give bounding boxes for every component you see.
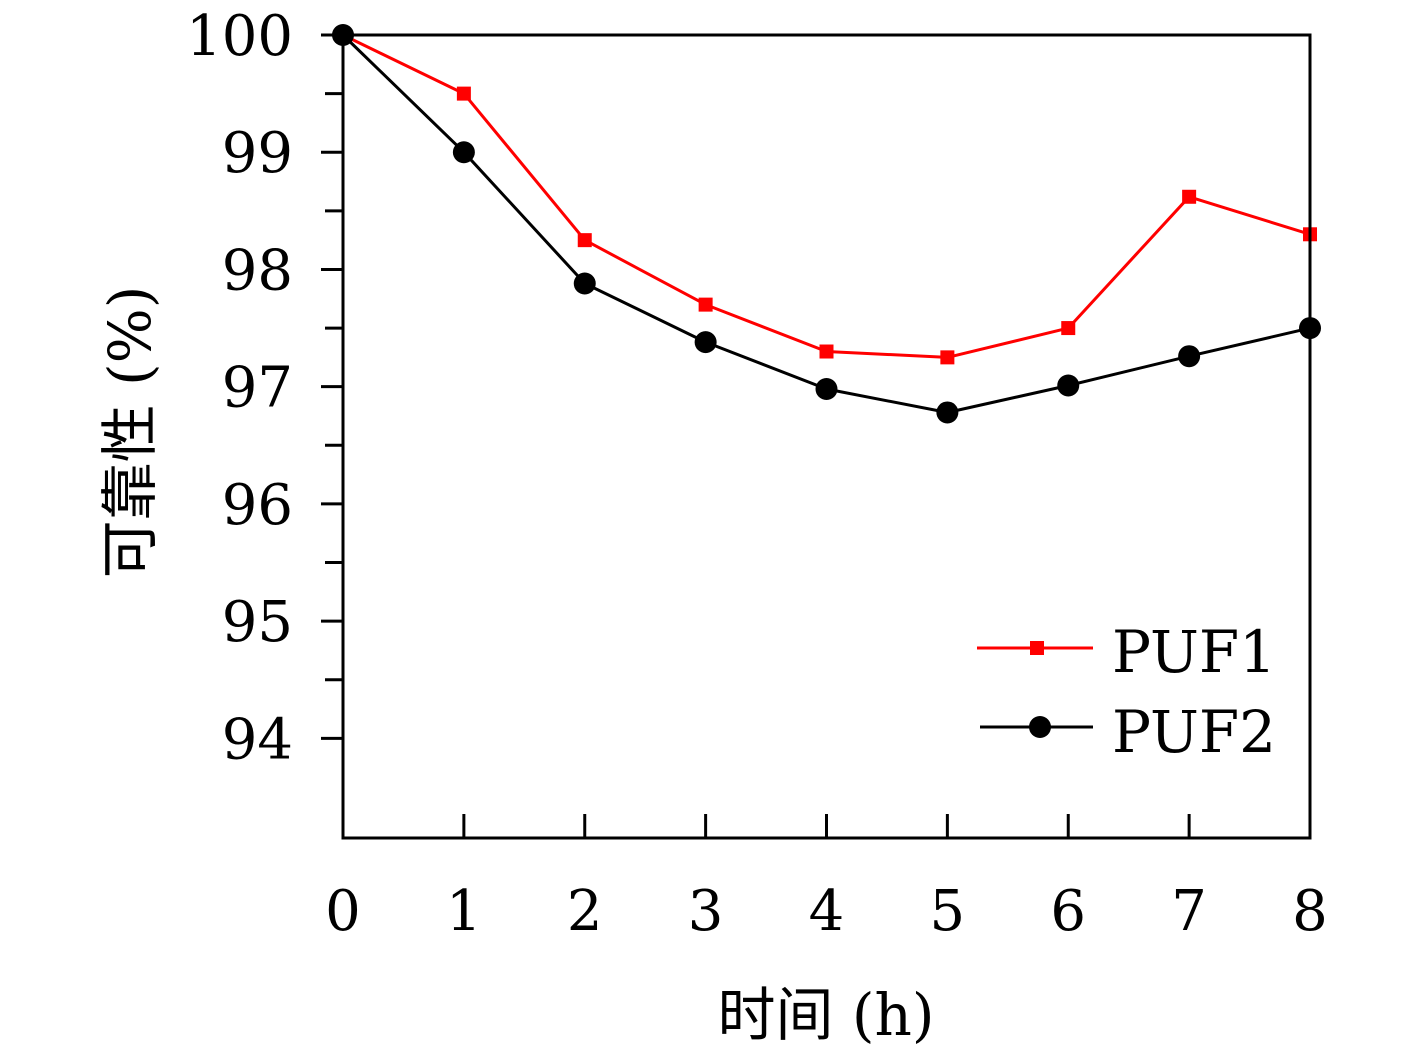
x-tick-label: 1 (446, 879, 482, 944)
series-puf2 (332, 24, 1321, 424)
series-line-puf1 (342, 33, 1311, 359)
legend-label-puf1: PUF1 (1112, 618, 1276, 686)
data-point-puf2 (452, 141, 475, 164)
y-tick-label: 98 (222, 238, 293, 303)
data-point-puf1 (698, 297, 713, 312)
data-point-puf2 (1057, 374, 1080, 397)
x-axis-label: 时间 (h) (717, 981, 934, 1049)
x-tick-label: 4 (809, 879, 845, 944)
x-tick-label: 6 (1050, 879, 1086, 944)
data-point-puf1 (456, 86, 471, 101)
data-point-puf1 (577, 233, 592, 248)
x-tick-label: 2 (567, 879, 603, 944)
y-tick-label: 100 (186, 4, 293, 69)
legend-marker-puf1 (1030, 641, 1044, 655)
x-tick-label: 7 (1171, 879, 1207, 944)
data-point-puf2 (815, 378, 838, 401)
data-point-puf1 (940, 350, 955, 365)
plot-frame (341, 33, 1312, 840)
data-point-puf1 (1182, 189, 1197, 204)
ticks-layer: 0 1 2 3 4 5 6 7 8 94 95 96 97 98 99 100 (186, 4, 1328, 944)
data-point-puf2 (1178, 345, 1201, 368)
y-axis-label: 可靠性 (%) (96, 286, 164, 579)
y-tick-label: 95 (222, 590, 293, 655)
data-point-puf2 (694, 331, 717, 354)
legend-label-puf2: PUF2 (1112, 698, 1276, 766)
data-point-puf2 (936, 401, 959, 424)
x-tick-label: 5 (930, 879, 966, 944)
y-tick-label: 97 (222, 356, 293, 421)
data-point-puf1 (1061, 321, 1076, 336)
legend: PUF1 PUF2 (977, 618, 1276, 766)
data-point-puf2 (573, 272, 596, 295)
x-tick-label: 8 (1292, 879, 1328, 944)
y-tick-label: 96 (222, 473, 293, 538)
series-puf1 (336, 28, 1317, 365)
x-tick-label: 0 (325, 879, 361, 944)
y-tick-label: 94 (222, 707, 293, 772)
data-point-puf1 (819, 344, 834, 359)
y-tick-label: 99 (222, 121, 293, 186)
x-tick-label: 3 (688, 879, 724, 944)
legend-marker-puf2 (1029, 716, 1051, 738)
series-layer (332, 24, 1321, 424)
